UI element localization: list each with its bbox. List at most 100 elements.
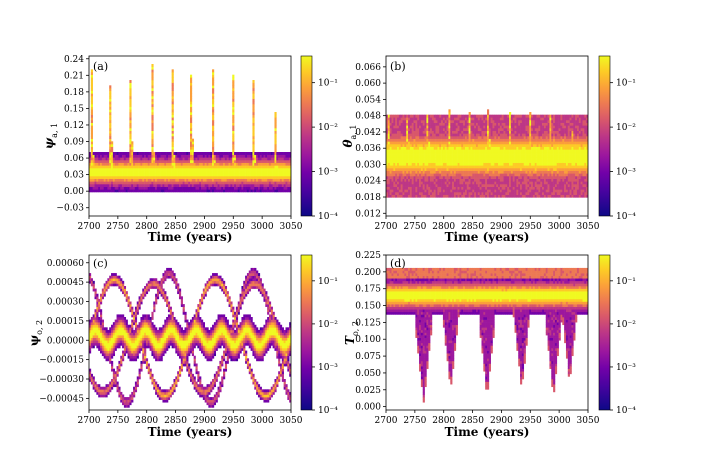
heatmap-cell [254, 155, 256, 158]
heatmap-cell [188, 181, 190, 184]
heatmap-cell [465, 171, 467, 174]
heatmap-cell [408, 149, 410, 152]
heatmap-cell [205, 163, 207, 166]
heatmap-cell [500, 181, 502, 184]
heatmap-cell [465, 195, 467, 198]
heatmap-cell [557, 184, 559, 187]
heatmap-cell [459, 155, 461, 158]
heatmap-cell [218, 181, 220, 184]
heatmap-cell [527, 192, 529, 195]
heatmap-cell [454, 160, 456, 163]
heatmap-cell [221, 155, 223, 158]
heatmap-cell [476, 117, 478, 120]
heatmap-cell [555, 176, 557, 179]
heatmap-cell [546, 125, 548, 128]
heatmap-cell [472, 173, 474, 176]
heatmap-cell [162, 160, 164, 163]
heatmap-cell [551, 155, 553, 158]
heatmap-cell [151, 165, 153, 168]
heatmap-cell [157, 171, 159, 174]
heatmap-cell [441, 157, 443, 160]
heatmap-cell [401, 179, 403, 182]
heatmap-cell [544, 179, 546, 182]
heatmap-cell [553, 125, 555, 128]
heatmap-cell [412, 147, 414, 150]
heatmap-cell [282, 176, 284, 179]
heatmap-cell [260, 160, 262, 163]
heatmap-cell [229, 165, 231, 168]
heatmap-cell [120, 176, 122, 179]
heatmap-cell [491, 168, 493, 171]
heatmap-cell [129, 120, 131, 123]
heatmap-cell [232, 157, 234, 160]
heatmap-cell [241, 173, 243, 176]
heatmap-cell [549, 152, 551, 155]
heatmap-cell [524, 117, 526, 120]
heatmap-cell [166, 157, 168, 160]
heatmap-cell [529, 168, 531, 171]
heatmap-cell [496, 128, 498, 131]
heatmap-cell [274, 136, 276, 139]
heatmap-cell [505, 128, 507, 131]
heatmap-cell [527, 152, 529, 155]
heatmap-cell [190, 85, 192, 88]
heatmap-cell [252, 147, 254, 150]
heatmap-cell [511, 133, 513, 136]
heatmap-cell [96, 160, 98, 163]
heatmap-cell [511, 171, 513, 174]
heatmap-cell [251, 157, 253, 160]
heatmap-cell [465, 149, 467, 152]
heatmap-cell [115, 187, 117, 190]
heatmap-cell [161, 157, 163, 160]
heatmap-cell [106, 152, 108, 155]
heatmap-cell [485, 187, 487, 190]
heatmap-cell [535, 168, 537, 171]
heatmap-cell [410, 173, 412, 176]
heatmap-cell [393, 176, 395, 179]
heatmap-cell [207, 184, 209, 187]
heatmap-cell [548, 120, 550, 123]
heatmap-cell [476, 133, 478, 136]
heatmap-cell [284, 168, 286, 171]
heatmap-cell [230, 173, 232, 176]
heatmap-cell [98, 160, 100, 163]
heatmap-cell [135, 189, 137, 192]
heatmap-cell [129, 179, 131, 182]
heatmap-cell [494, 187, 496, 190]
heatmap-cell [421, 139, 423, 142]
heatmap-cell [478, 171, 480, 174]
heatmap-cell [212, 179, 214, 182]
heatmap-cell [109, 187, 111, 190]
heatmap-cell [113, 184, 115, 187]
heatmap-cell [190, 109, 192, 112]
heatmap-cell [463, 187, 465, 190]
heatmap-cell [513, 192, 515, 195]
heatmap-cell [232, 104, 234, 107]
heatmap-cell [537, 144, 539, 147]
heatmap-cell [419, 123, 421, 126]
heatmap-cell [417, 152, 419, 155]
heatmap-cell [494, 195, 496, 198]
heatmap-cell [489, 195, 491, 198]
heatmap-cell [395, 136, 397, 139]
heatmap-cell [410, 165, 412, 168]
heatmap-cell [505, 115, 507, 118]
heatmap-cell [159, 160, 161, 163]
heatmap-cell [513, 125, 515, 128]
heatmap-cell [559, 184, 561, 187]
heatmap-cell [109, 171, 111, 174]
heatmap-cell [445, 147, 447, 150]
heatmap-cell [441, 133, 443, 136]
heatmap-cell [139, 187, 141, 190]
heatmap-cell [162, 168, 164, 171]
heatmap-cell [504, 149, 506, 152]
heatmap-cell [489, 144, 491, 147]
heatmap-cell [546, 147, 548, 150]
heatmap-cell [196, 163, 198, 166]
heatmap-cell [445, 117, 447, 120]
heatmap-cell [223, 157, 225, 160]
heatmap-cell [251, 187, 253, 190]
heatmap-cell [421, 128, 423, 131]
heatmap-cell [104, 160, 106, 163]
heatmap-cell [155, 189, 157, 192]
